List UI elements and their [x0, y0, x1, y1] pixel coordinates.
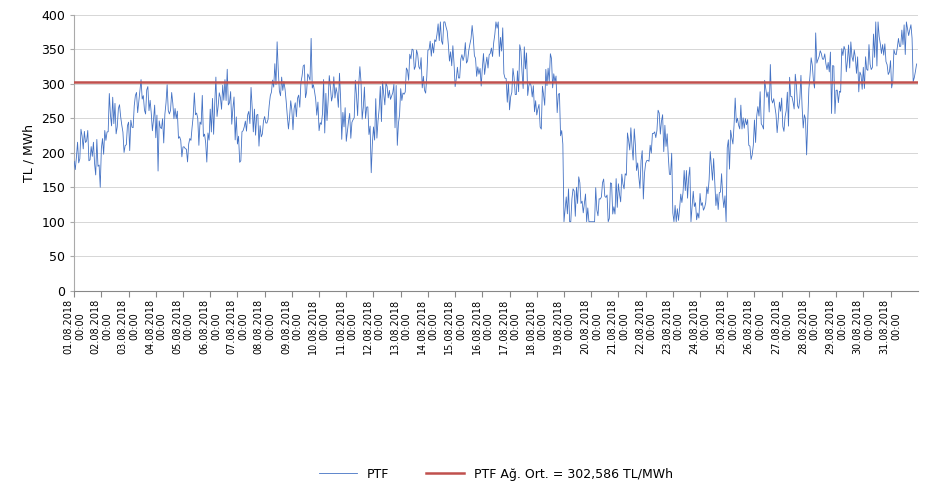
Line: PTF: PTF: [74, 22, 917, 222]
Y-axis label: TL / MWh: TL / MWh: [22, 124, 36, 182]
Legend: PTF, PTF Ağ. Ort. = 302,586 TL/MWh: PTF, PTF Ağ. Ort. = 302,586 TL/MWh: [319, 467, 673, 480]
